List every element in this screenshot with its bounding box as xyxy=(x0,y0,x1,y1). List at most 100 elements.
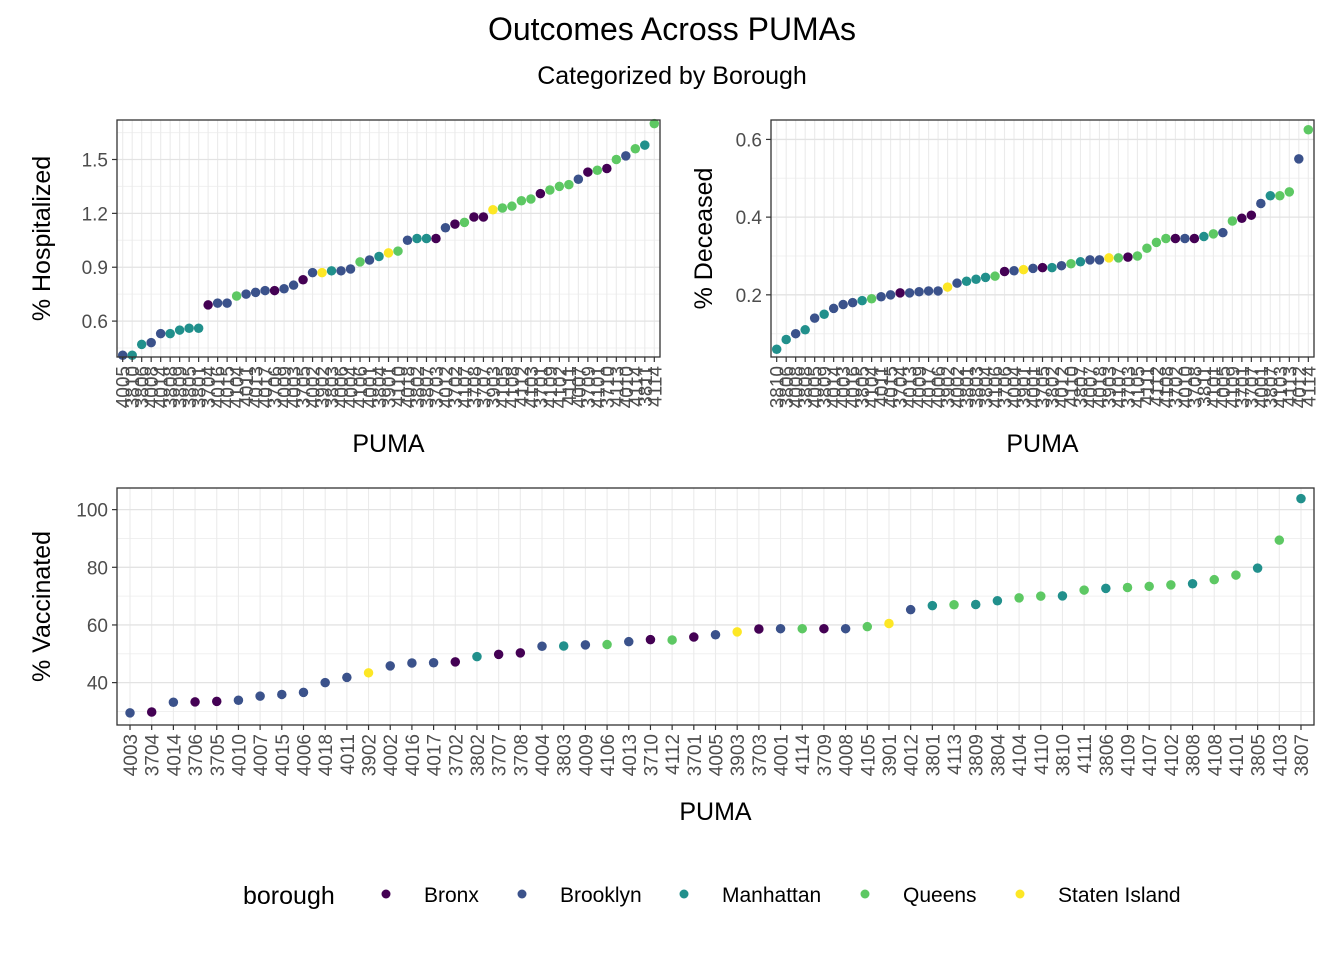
data-point xyxy=(233,695,244,705)
data-point xyxy=(580,640,591,650)
data-point xyxy=(961,276,972,286)
data-point xyxy=(203,300,213,310)
x-tick-label: 4016 xyxy=(403,734,424,776)
x-tick-label: 3811 xyxy=(636,366,657,407)
x-tick-label: 3809 xyxy=(171,366,192,408)
x-tick-label: 3710 xyxy=(641,734,662,776)
x-tick-label: 3706 xyxy=(186,734,207,776)
data-point xyxy=(1208,229,1219,239)
x-tick-label: 3811 xyxy=(1195,366,1216,407)
x-tick-label: 3903 xyxy=(1100,366,1121,408)
data-point xyxy=(840,623,851,634)
x-tick-label: 4113 xyxy=(607,366,628,407)
data-point xyxy=(1018,264,1029,275)
x-tick-label: 4014 xyxy=(152,366,173,409)
x-tick-label: 3810 xyxy=(123,366,144,408)
x-tick-label: 4018 xyxy=(398,366,419,408)
data-point xyxy=(1066,259,1076,269)
data-point xyxy=(602,163,612,174)
x-tick-label: 4012 xyxy=(1290,366,1311,408)
x-tick-label: 3902 xyxy=(313,366,334,408)
x-tick-label: 4005 xyxy=(1214,366,1235,408)
x-tick-label: 4105 xyxy=(858,734,879,776)
figure-title: Outcomes Across PUMAs xyxy=(488,11,856,47)
legend-label: Manhattan xyxy=(722,884,821,907)
data-point xyxy=(1142,243,1152,253)
x-tick-label: 4017 xyxy=(425,734,446,776)
figure-subtitle: Categorized by Borough xyxy=(537,62,807,90)
x-tick-label: 4114 xyxy=(626,366,647,407)
data-point xyxy=(754,624,764,634)
x-tick-label: 4114 xyxy=(793,734,814,775)
data-point xyxy=(260,285,270,296)
x-tick-label: 3802 xyxy=(468,734,489,776)
data-point xyxy=(904,288,915,298)
legend-title: borough xyxy=(243,882,335,910)
x-tick-label: 3801 xyxy=(190,366,211,408)
x-tick-label: 4108 xyxy=(1205,734,1226,776)
data-point xyxy=(472,651,482,662)
x-axis-title: PUMA xyxy=(679,798,752,826)
x-tick-label: 4013 xyxy=(620,734,641,776)
data-point xyxy=(345,264,356,274)
panel-hospitalized: 0.6 0.9 1.2 1.5 4005381038064008401438083809… xyxy=(28,118,666,458)
x-tick-label: 4104 xyxy=(228,366,249,409)
x-tick-label: 4008 xyxy=(142,366,163,408)
data-point xyxy=(828,303,839,314)
x-tick-label: 4103 xyxy=(1270,734,1291,776)
data-point xyxy=(1047,262,1057,273)
x-tick-label: 3803 xyxy=(323,366,344,408)
data-point xyxy=(949,600,959,610)
x-tick-label: 4114 xyxy=(645,366,666,407)
x-tick-label: 4101 xyxy=(1227,734,1248,776)
x-tick-label: 3808 xyxy=(161,366,182,408)
x-tick-label: 4009 xyxy=(910,366,931,408)
data-point xyxy=(535,188,546,199)
x-tick-label: 3808 xyxy=(796,366,817,408)
x-tick-label: 3702 xyxy=(446,366,467,408)
data-point xyxy=(450,219,460,229)
x-tick-label: 3802 xyxy=(1043,366,1064,408)
x-tick-label: 4009 xyxy=(576,734,597,776)
data-point xyxy=(1265,191,1276,201)
x-tick-label: 4013 xyxy=(247,366,268,408)
y-axis-title: % Vaccinated xyxy=(28,531,56,682)
x-tick-label: 4007 xyxy=(1081,366,1102,408)
data-point xyxy=(1231,570,1241,580)
x-tick-label: 4014 xyxy=(164,734,185,777)
data-point xyxy=(992,595,1003,606)
data-point xyxy=(624,636,634,647)
data-point xyxy=(1199,231,1209,242)
data-point xyxy=(412,233,422,244)
x-tick-label: 4018 xyxy=(316,734,337,776)
data-point xyxy=(431,233,441,244)
data-point xyxy=(478,212,489,222)
x-tick-label: 3708 xyxy=(465,366,486,408)
data-point xyxy=(1101,583,1111,594)
x-tick-label: 4005 xyxy=(806,366,827,408)
x-tick-label: 3902 xyxy=(360,734,381,776)
y-tick-label: 60 xyxy=(87,616,108,637)
x-tick-label: 4018 xyxy=(1090,366,1111,408)
x-tick-label: 3702 xyxy=(446,734,467,776)
x-tick-label: 3806 xyxy=(777,366,798,408)
data-point xyxy=(1113,253,1124,263)
x-tick-label: 4004 xyxy=(1005,366,1026,409)
x-tick-label: 3801 xyxy=(958,366,979,408)
data-point xyxy=(190,697,200,707)
data-point xyxy=(1056,260,1067,271)
x-tick-label: 3810 xyxy=(768,366,789,408)
x-tick-label: 4013 xyxy=(901,366,922,408)
data-point xyxy=(493,649,504,660)
x-tick-label: 4110 xyxy=(1032,734,1053,775)
x-tick-label: 4108 xyxy=(503,366,524,408)
data-point xyxy=(212,298,223,308)
x-tick-label: 4015 xyxy=(218,366,239,408)
data-point xyxy=(269,285,280,296)
data-point xyxy=(970,599,981,610)
x-tick-label: 4105 xyxy=(1128,366,1149,408)
x-tick-label: 4010 xyxy=(617,366,638,408)
x-tick-label: 4110 xyxy=(389,366,410,407)
x-tick-label: 4006 xyxy=(332,366,353,408)
data-point xyxy=(250,287,261,298)
